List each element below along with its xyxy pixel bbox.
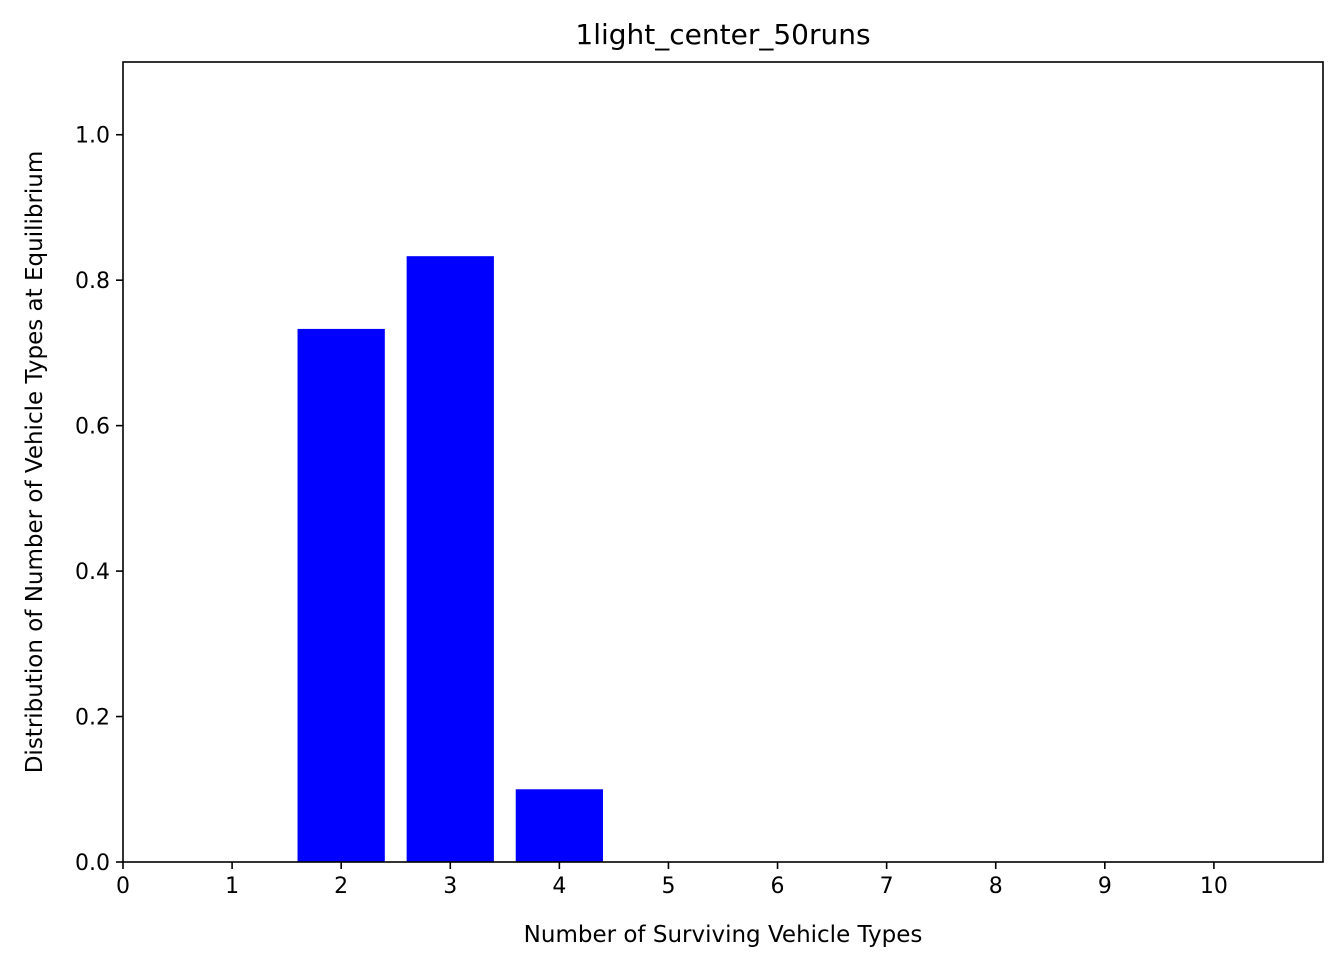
x-tick-label: 8 [989,874,1003,899]
x-tick-label: 1 [225,874,239,899]
bars-group [297,256,603,863]
x-tick-label: 10 [1200,874,1228,899]
bar-4 [515,789,603,862]
bar-3 [406,256,494,862]
y-tick-label: 0.6 [75,415,110,440]
x-axis-ticks: 0 1 2 3 4 5 6 7 8 9 10 [116,862,1228,899]
y-tick-label: 1.0 [75,124,110,149]
y-tick-label: 0.0 [75,851,110,876]
y-axis-label: Distribution of Number of Vehicle Types … [22,151,48,774]
plot-frame [122,61,1324,863]
y-tick-label: 0.2 [75,706,110,731]
x-tick-label: 4 [552,874,566,899]
x-tick-label: 9 [1098,874,1112,899]
x-axis-label: Number of Surviving Vehicle Types [524,922,923,948]
bar-2 [297,328,385,863]
x-tick-label: 3 [443,874,457,899]
x-tick-label: 2 [334,874,348,899]
x-tick-label: 6 [771,874,785,899]
y-tick-label: 0.4 [75,560,110,585]
chart-title: 1light_center_50runs [575,18,870,51]
x-tick-label: 5 [661,874,675,899]
x-tick-label: 7 [880,874,894,899]
x-tick-label: 0 [116,874,130,899]
y-axis-ticks: 0.0 0.2 0.4 0.6 0.8 1.0 [75,124,123,876]
y-tick-label: 0.8 [75,269,110,294]
